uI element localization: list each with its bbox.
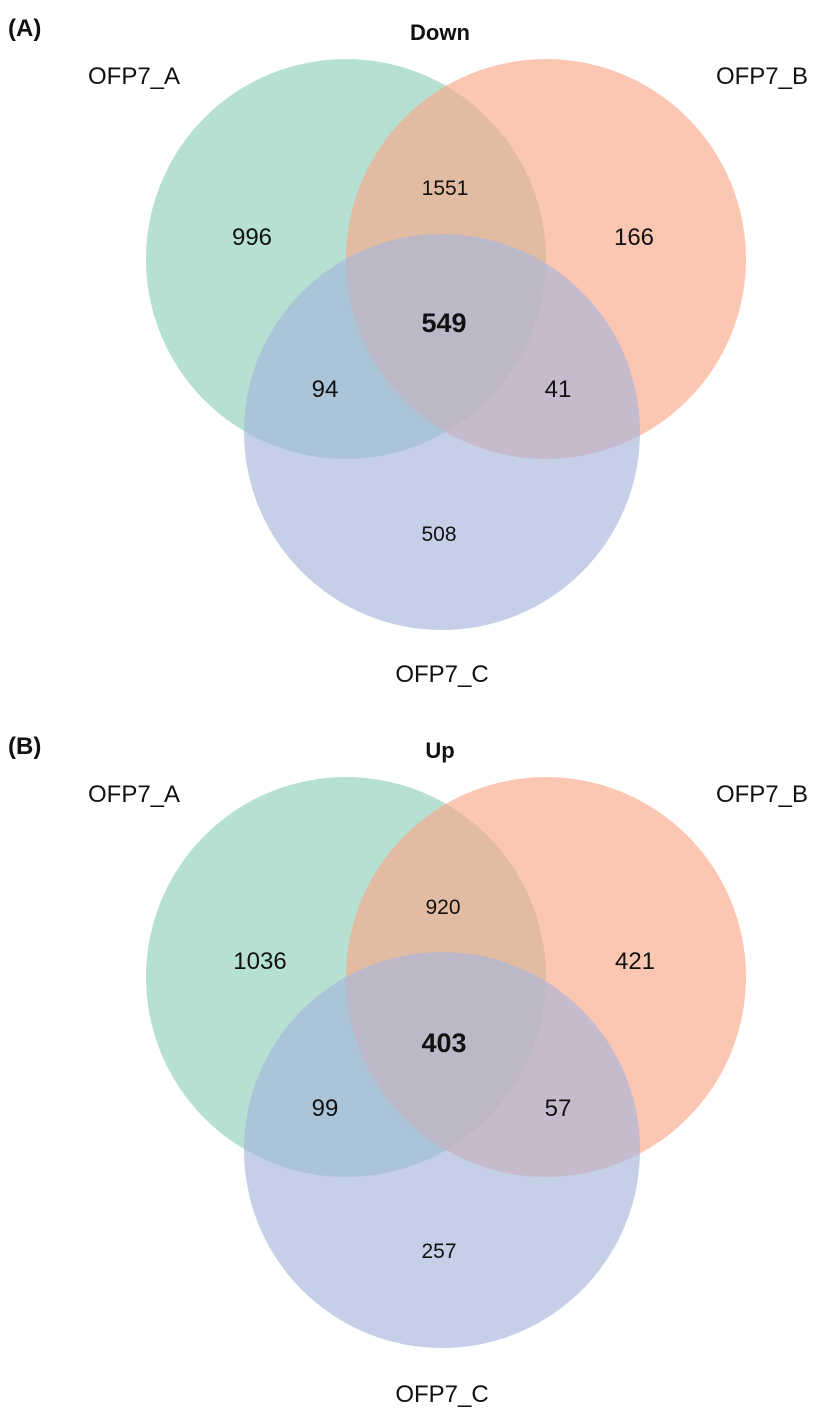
count-b-only: 166 xyxy=(614,224,654,251)
diagram-title: Down xyxy=(410,20,470,45)
count-a-b: 920 xyxy=(425,896,460,919)
set-label-a: OFP7_A xyxy=(88,63,180,90)
count-b-c: 57 xyxy=(545,1095,572,1122)
count-b-only: 421 xyxy=(615,948,655,975)
circle-set-c xyxy=(244,234,640,630)
set-label-c: OFP7_C xyxy=(395,1381,488,1408)
count-a-b-c: 549 xyxy=(421,308,466,338)
panel-label: (A) xyxy=(8,15,41,42)
set-label-b: OFP7_B xyxy=(716,781,808,808)
diagram-title: Up xyxy=(425,738,454,763)
count-b-c: 41 xyxy=(545,376,572,403)
venn-panel-up: (B) Up OFP7_A OFP7_B OFP7_C 1036 421 257… xyxy=(0,718,813,1418)
count-c-only: 508 xyxy=(421,523,456,546)
count-a-b-c: 403 xyxy=(421,1028,466,1058)
count-a-only: 1036 xyxy=(233,948,286,975)
count-a-c: 94 xyxy=(312,376,339,403)
circle-set-c xyxy=(244,952,640,1348)
venn-panel-down: (A) Down OFP7_A OFP7_B OFP7_C 996 166 50… xyxy=(0,0,813,700)
count-a-b: 1551 xyxy=(422,177,469,200)
venn-diagram-down: (A) Down OFP7_A OFP7_B OFP7_C 996 166 50… xyxy=(8,15,808,688)
count-a-only: 996 xyxy=(232,224,272,251)
count-c-only: 257 xyxy=(421,1240,456,1263)
set-label-a: OFP7_A xyxy=(88,781,180,808)
set-label-b: OFP7_B xyxy=(716,63,808,90)
set-label-c: OFP7_C xyxy=(395,661,488,688)
panel-label: (B) xyxy=(8,733,41,760)
venn-diagram-up: (B) Up OFP7_A OFP7_B OFP7_C 1036 421 257… xyxy=(8,733,808,1408)
count-a-c: 99 xyxy=(312,1095,339,1122)
